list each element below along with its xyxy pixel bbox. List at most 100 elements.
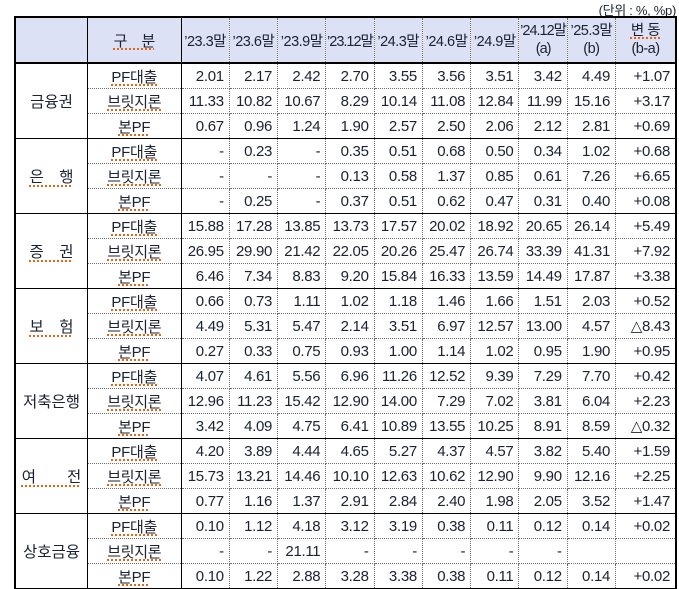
value-cell: - xyxy=(228,163,279,189)
header-period-23-9: ’23.9말 xyxy=(277,16,327,64)
value-cell: 9.90 xyxy=(518,463,568,489)
unit-label: (단위 : %, %p) xyxy=(598,0,677,19)
value-cell: 22.05 xyxy=(325,238,375,264)
row-label: 본PF xyxy=(118,568,151,586)
row-label-cell: 본PF xyxy=(86,338,182,364)
value-cell: 14.00 xyxy=(373,388,423,414)
value-cell: +6.65 xyxy=(615,163,678,189)
value-cell: 3.51 xyxy=(470,62,520,89)
value-cell: △0.32 xyxy=(615,413,678,439)
value-cell: +0.42 xyxy=(615,363,678,389)
sector-label: 증 권 xyxy=(29,244,74,261)
value-cell: 1.24 xyxy=(277,113,327,139)
value-cell: - xyxy=(228,538,279,564)
value-cell: 4.57 xyxy=(566,313,617,339)
value-cell: 0.35 xyxy=(325,138,375,164)
row-label: 브릿지론 xyxy=(107,393,162,411)
table-row: 보 험 PF대출 0.66 0.73 1.11 1.02 1.18 1.46 1.66 1.51 2… xyxy=(13,288,678,364)
value-cell: 2.42 xyxy=(277,62,327,89)
value-cell: 13.00 xyxy=(518,313,568,339)
value-cell: 4.75 xyxy=(277,413,327,439)
value-cell: 25.47 xyxy=(421,238,472,264)
table-row: 여 전 PF대출 4.20 3.89 4.44 4.65 5.27 4.37 4.57 3.82 5… xyxy=(13,438,678,514)
value-cell: 3.28 xyxy=(325,563,375,589)
row-label: 브릿지론 xyxy=(107,243,162,261)
value-cell: +0.68 xyxy=(615,138,678,164)
value-cell: - xyxy=(518,538,568,564)
table-row: 저축은행 PF대출 4.07 4.61 5.56 6.96 11.26 12.52 9.39 7.… xyxy=(13,363,678,439)
value-cell: 5.56 xyxy=(277,363,327,389)
value-cell: 5.27 xyxy=(373,438,423,464)
table-row: 은 행 PF대출 -0.23-0.35 0.51 0.68 0.50 0.34 1.02 +0.… xyxy=(13,138,678,214)
value-cell: 0.37 xyxy=(325,188,375,214)
value-cell: 10.62 xyxy=(421,463,472,489)
value-cell: 3.56 xyxy=(421,62,472,89)
value-cell: 7.70 xyxy=(566,363,617,389)
value-cell: 2.01 xyxy=(180,62,230,89)
row-label-cell: PF대출 xyxy=(86,288,182,314)
value-cell: 1.00 xyxy=(373,338,423,364)
table-row: 브릿지론 11.33 10.82 10.67 8.29 10.14 11.08 12.84 11… xyxy=(15,88,678,114)
value-cell: 2.70 xyxy=(325,62,375,89)
value-cell: 0.75 xyxy=(277,338,327,364)
value-cell: - xyxy=(180,188,230,214)
value-cell: 7.29 xyxy=(518,363,568,389)
value-cell: 1.37 xyxy=(277,488,327,514)
value-cell: 2.14 xyxy=(325,313,375,339)
row-label-cell: 브릿지론 xyxy=(86,163,182,189)
value-cell: 2.88 xyxy=(277,563,327,589)
value-cell: 2.50 xyxy=(421,113,472,139)
value-cell: 0.38 xyxy=(421,513,472,539)
value-cell: 3.42 xyxy=(180,413,230,439)
value-cell xyxy=(615,538,678,564)
table-row: 본PF 0.77 1.16 1.37 2.91 2.84 2.40 1.98 2.05 3.52 +… xyxy=(15,488,678,514)
row-label: PF대출 xyxy=(111,443,157,461)
value-cell: 14.46 xyxy=(277,463,327,489)
value-cell: - xyxy=(180,538,230,564)
value-cell: 0.12 xyxy=(518,513,568,539)
value-cell: 6.41 xyxy=(325,413,375,439)
row-label-cell: 브릿지론 xyxy=(86,88,182,114)
row-label: 본PF xyxy=(118,493,151,511)
sector-cell: 증 권 xyxy=(13,213,88,289)
sector-label: 금융권 xyxy=(30,94,73,111)
value-cell: 18.92 xyxy=(470,213,520,239)
value-cell: 0.27 xyxy=(180,338,230,364)
row-label: PF대출 xyxy=(111,143,157,161)
value-cell: +0.52 xyxy=(615,288,678,314)
value-cell: 1.22 xyxy=(228,563,279,589)
value-cell: - xyxy=(470,538,520,564)
value-cell: 5.47 xyxy=(277,313,327,339)
value-cell: 17.28 xyxy=(228,213,279,239)
value-cell: 0.66 xyxy=(180,288,230,314)
value-cell: 0.14 xyxy=(566,513,617,539)
header-gubun-label: 구 분 xyxy=(113,32,156,50)
value-cell: 12.52 xyxy=(421,363,472,389)
header-period-25-3-b-line1: ’25.3말 xyxy=(570,22,613,39)
value-cell: 1.02 xyxy=(325,288,375,314)
value-cell: 0.73 xyxy=(228,288,279,314)
unit-prefix: (단위 : %, xyxy=(598,3,654,18)
value-cell: 3.42 xyxy=(518,62,568,89)
value-cell: 12.90 xyxy=(325,388,375,414)
row-label-cell: 본PF xyxy=(86,188,182,214)
header-period-24-12-a: ’24.12말 (a) xyxy=(518,16,568,64)
value-cell: 4.20 xyxy=(180,438,230,464)
value-cell: 26.95 xyxy=(180,238,230,264)
value-cell: 3.82 xyxy=(518,438,568,464)
row-label-cell: 본PF xyxy=(86,563,182,589)
value-cell: 0.67 xyxy=(180,113,230,139)
value-cell: 10.25 xyxy=(470,413,520,439)
value-cell: 1.16 xyxy=(228,488,279,514)
value-cell: 2.91 xyxy=(325,488,375,514)
row-label-cell: PF대출 xyxy=(86,138,182,164)
value-cell: +1.07 xyxy=(615,62,678,89)
value-cell: 26.74 xyxy=(470,238,520,264)
sector-cell: 저축은행 xyxy=(13,363,88,439)
value-cell: +1.59 xyxy=(615,438,678,464)
sector-label: 저축은행 xyxy=(22,394,80,411)
value-cell: 1.02 xyxy=(566,138,617,164)
row-label: 본PF xyxy=(118,118,151,136)
value-cell: 2.12 xyxy=(518,113,568,139)
row-label-cell: 본PF xyxy=(86,488,182,514)
